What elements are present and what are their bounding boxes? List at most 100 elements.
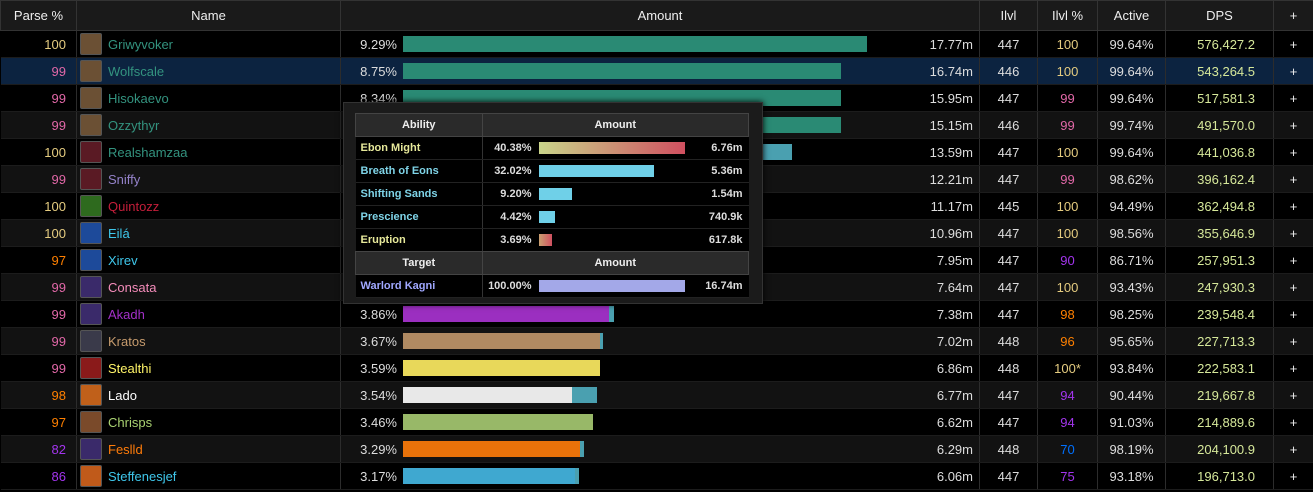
parse-header[interactable]: Parse %: [0, 0, 77, 31]
player-cell[interactable]: Lado: [76, 381, 341, 409]
ability-name: Eruption: [355, 228, 483, 252]
amount-header[interactable]: Amount: [340, 0, 980, 31]
expand-row-button[interactable]: +: [1273, 192, 1313, 220]
amount-cell[interactable]: 3.46% 6.62m: [340, 408, 980, 436]
dps-value: 257,951.3: [1165, 246, 1274, 274]
class-icon: [80, 87, 102, 109]
table-row[interactable]: 99 Kratos 3.67% 7.02m 448 96 95.65% 227,…: [0, 327, 1313, 355]
amount-cell[interactable]: 3.67% 7.02m: [340, 327, 980, 355]
expand-row-button[interactable]: +: [1273, 246, 1313, 274]
amount-cell[interactable]: 3.59% 6.86m: [340, 354, 980, 382]
amount-cell[interactable]: 3.17% 6.06m: [340, 462, 980, 490]
amount-cell[interactable]: 3.54% 6.77m: [340, 381, 980, 409]
player-cell[interactable]: Sniffy: [76, 165, 341, 193]
table-row[interactable]: 97 Chrisps 3.46% 6.62m 447 94 91.03% 214…: [0, 408, 1313, 436]
target-amount-header: Amount: [481, 251, 749, 275]
player-cell[interactable]: Consata: [76, 273, 341, 301]
player-name[interactable]: Consata: [108, 279, 157, 295]
table-row[interactable]: 98 Lado 3.54% 6.77m 447 94 90.44% 219,66…: [0, 381, 1313, 409]
name-header[interactable]: Name: [76, 0, 341, 31]
expand-row-button[interactable]: +: [1273, 30, 1313, 58]
dps-header[interactable]: DPS: [1165, 0, 1274, 31]
amount-value: 6.77m: [936, 387, 973, 403]
player-name[interactable]: Griwyvoker: [108, 36, 174, 52]
player-cell[interactable]: Chrisps: [76, 408, 341, 436]
table-row[interactable]: 99 Hisokaevo 8.34% 15.95m 447 99 99.64% …: [0, 84, 1313, 112]
player-name[interactable]: Sniffy: [108, 171, 141, 187]
player-name[interactable]: Wolfscale: [108, 63, 165, 79]
player-cell[interactable]: Quintozz: [76, 192, 341, 220]
player-name[interactable]: Steffenesjef: [108, 468, 177, 484]
player-cell[interactable]: Akadh: [76, 300, 341, 328]
expand-row-button[interactable]: +: [1273, 273, 1313, 301]
table-row[interactable]: 82 Feslld 3.29% 6.29m 448 70 98.19% 204,…: [0, 435, 1313, 463]
player-name[interactable]: Xirev: [108, 252, 138, 268]
player-cell[interactable]: Stealthi: [76, 354, 341, 382]
player-cell[interactable]: Feslld: [76, 435, 341, 463]
class-icon: [80, 411, 102, 433]
expand-row-button[interactable]: +: [1273, 300, 1313, 328]
ability-bar: [537, 159, 690, 183]
table-row[interactable]: 86 Steffenesjef 3.17% 6.06m 447 75 93.18…: [0, 462, 1313, 490]
active-value: 99.64%: [1097, 84, 1166, 112]
player-cell[interactable]: Xirev: [76, 246, 341, 274]
player-cell[interactable]: Eilá: [76, 219, 341, 247]
player-name[interactable]: Quintozz: [108, 198, 160, 214]
table-row[interactable]: 99 Stealthi 3.59% 6.86m 448 100* 93.84% …: [0, 354, 1313, 382]
player-name[interactable]: Realshamzaa: [108, 144, 188, 160]
expand-row-button[interactable]: +: [1273, 462, 1313, 490]
active-value: 99.64%: [1097, 57, 1166, 85]
player-name[interactable]: Feslld: [108, 441, 143, 457]
parse-value: 100: [0, 138, 77, 166]
table-row[interactable]: 99 Akadh 3.86% 7.38m 447 98 98.25% 239,5…: [0, 300, 1313, 328]
ilvl-pct-value: 99: [1037, 165, 1098, 193]
expand-row-button[interactable]: +: [1273, 219, 1313, 247]
amount-cell[interactable]: 3.29% 6.29m: [340, 435, 980, 463]
table-row[interactable]: 100 Griwyvoker 9.29% 17.77m 447 100 99.6…: [0, 30, 1313, 58]
amount-bar: [403, 306, 915, 322]
player-name[interactable]: Eilá: [108, 225, 130, 241]
amount-cell[interactable]: 9.29% 17.77m: [340, 30, 980, 58]
player-cell[interactable]: Wolfscale: [76, 57, 341, 85]
amount-value: 10.96m: [929, 225, 973, 241]
target-header: Target: [355, 251, 483, 275]
class-icon: [80, 276, 102, 298]
player-cell[interactable]: Griwyvoker: [76, 30, 341, 58]
expand-row-button[interactable]: +: [1273, 111, 1313, 139]
amount-percent: 3.67%: [360, 333, 397, 349]
player-name[interactable]: Chrisps: [108, 414, 153, 430]
expand-row-button[interactable]: +: [1273, 327, 1313, 355]
expand-row-button[interactable]: +: [1273, 408, 1313, 436]
player-name[interactable]: Ozzythyr: [108, 117, 160, 133]
player-name[interactable]: Kratos: [108, 333, 146, 349]
amount-cell[interactable]: 3.86% 7.38m: [340, 300, 980, 328]
active-value: 99.64%: [1097, 30, 1166, 58]
active-header[interactable]: Active: [1097, 0, 1166, 31]
expand-row-button[interactable]: +: [1273, 165, 1313, 193]
expand-row-button[interactable]: +: [1273, 381, 1313, 409]
player-name[interactable]: Akadh: [108, 306, 145, 322]
player-name[interactable]: Lado: [108, 387, 137, 403]
ilvl-value: 447: [979, 138, 1038, 166]
ilvl-header[interactable]: Ilvl: [979, 0, 1038, 31]
expand-row-button[interactable]: +: [1273, 435, 1313, 463]
expand-row-button[interactable]: +: [1273, 138, 1313, 166]
player-cell[interactable]: Ozzythyr: [76, 111, 341, 139]
ilvl-pct-header[interactable]: Ilvl %: [1037, 0, 1098, 31]
player-cell[interactable]: Hisokaevo: [76, 84, 341, 112]
table-row[interactable]: 99 Wolfscale 8.75% 16.74m 446 100 99.64%…: [0, 57, 1313, 85]
amount-cell[interactable]: 8.75% 16.74m: [340, 57, 980, 85]
expand-row-button[interactable]: +: [1273, 57, 1313, 85]
expand-row-button[interactable]: +: [1273, 354, 1313, 382]
player-name[interactable]: Stealthi: [108, 360, 152, 376]
expand-all-button[interactable]: +: [1273, 0, 1313, 31]
ilvl-value: 447: [979, 84, 1038, 112]
ilvl-value: 447: [979, 246, 1038, 274]
player-cell[interactable]: Realshamzaa: [76, 138, 341, 166]
class-icon: [80, 303, 102, 325]
player-cell[interactable]: Steffenesjef: [76, 462, 341, 490]
expand-row-button[interactable]: +: [1273, 84, 1313, 112]
parse-value: 86: [0, 462, 77, 490]
player-cell[interactable]: Kratos: [76, 327, 341, 355]
player-name[interactable]: Hisokaevo: [108, 90, 169, 106]
